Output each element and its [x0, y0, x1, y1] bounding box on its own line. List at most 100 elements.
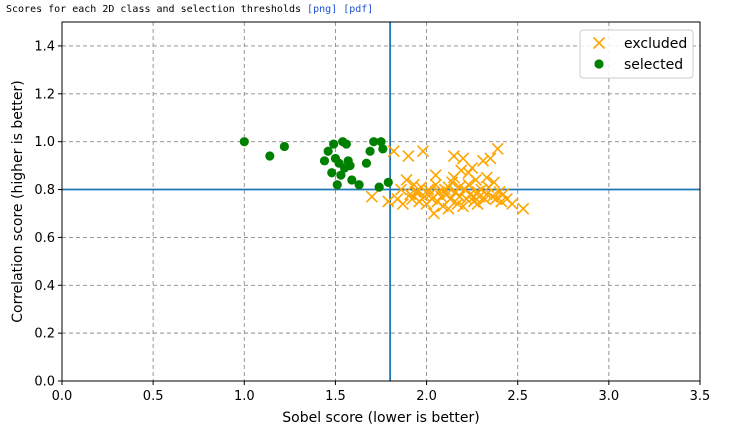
- marker-stroke: [471, 197, 484, 210]
- legend-label-excluded: excluded: [624, 36, 687, 52]
- excluded-point: [462, 166, 475, 179]
- marker-stroke: [493, 185, 506, 198]
- y-tick-label: 0.2: [34, 327, 55, 342]
- marker-stroke: [427, 207, 440, 220]
- excluded-point: [467, 190, 481, 203]
- excluded-point: [486, 190, 499, 203]
- marker-stroke: [456, 200, 470, 213]
- selected-point: [378, 144, 388, 154]
- selected-point: [369, 137, 379, 147]
- selected-point: [239, 137, 249, 147]
- selected-point: [329, 139, 339, 149]
- x-tick-label: 1.0: [234, 389, 255, 404]
- x-axis-title: Sobel score (lower is better): [282, 410, 480, 426]
- excluded-point: [382, 195, 395, 208]
- excluded-point: [447, 149, 460, 163]
- excluded-point: [453, 181, 466, 194]
- excluded-point: [365, 190, 378, 203]
- png-link[interactable]: [png]: [307, 4, 338, 15]
- selected-point: [279, 141, 289, 152]
- marker-stroke: [506, 197, 519, 210]
- excluded-point: [405, 193, 419, 206]
- marker-stroke: [365, 190, 378, 203]
- marker-stroke: [484, 152, 497, 165]
- selected-point: [265, 151, 275, 161]
- marker-stroke: [491, 142, 504, 155]
- y-tick-label: 0.6: [34, 231, 55, 246]
- marker-stroke: [497, 188, 510, 201]
- y-tick-label: 0.4: [34, 279, 55, 294]
- marker-stroke: [416, 145, 429, 158]
- selected-point: [374, 182, 384, 192]
- axis-ticks: 0.0 0.5 1.0 1.5 2.0 2.5 3.0 3.5 0.0 0.2 0.4 0.6 0.8 1…: [34, 39, 710, 404]
- excluded-point: [471, 197, 484, 210]
- marker-stroke: [444, 193, 457, 206]
- excluded-point: [517, 202, 530, 215]
- marker-stroke: [592, 36, 606, 50]
- excluded-point: [456, 152, 470, 165]
- marker-stroke: [462, 166, 475, 179]
- excluded-point: [480, 171, 493, 184]
- x-tick-label: 3.0: [599, 389, 620, 404]
- y-tick-label: 0.0: [34, 375, 55, 390]
- marker-stroke: [422, 183, 435, 196]
- x-tick-label: 3.5: [690, 389, 711, 404]
- marker-stroke: [486, 190, 499, 203]
- x-tick-label: 0.5: [143, 389, 164, 404]
- selected-point: [323, 146, 333, 156]
- selected-point: [354, 180, 364, 190]
- x-tick-label: 0.0: [52, 389, 73, 404]
- marker-stroke: [464, 188, 477, 201]
- marker-stroke: [487, 176, 501, 189]
- y-tick-label: 1.0: [34, 135, 55, 150]
- excluded-point: [407, 178, 420, 191]
- marker-stroke: [447, 149, 460, 163]
- marker-stroke: [402, 149, 415, 163]
- marker-stroke: [400, 173, 413, 187]
- marker-stroke: [469, 173, 482, 187]
- selected-point: [376, 137, 386, 147]
- selected-point: [341, 139, 351, 149]
- data-points: [239, 137, 530, 220]
- excluded-point: [456, 200, 470, 213]
- excluded-point: [394, 183, 408, 196]
- marker-stroke: [442, 202, 455, 215]
- y-tick-label: 1.2: [34, 87, 55, 102]
- excluded-point: [429, 178, 442, 191]
- marker-stroke: [462, 178, 475, 191]
- x-tick-label: 2.0: [416, 389, 437, 404]
- selected-point: [319, 156, 330, 166]
- marker-stroke: [453, 181, 466, 194]
- selected-point: [383, 177, 393, 187]
- excluded-point: [506, 197, 519, 210]
- x-tick-label: 1.5: [325, 389, 346, 404]
- marker-stroke: [429, 178, 442, 191]
- plot-frame: [61, 21, 701, 382]
- selected-point: [347, 175, 357, 185]
- selected-point: [361, 158, 372, 168]
- marker-stroke: [429, 169, 442, 182]
- marker-stroke: [480, 188, 493, 201]
- excluded-point: [416, 145, 429, 158]
- marker-stroke: [453, 190, 466, 203]
- marker-stroke: [382, 195, 395, 208]
- marker-stroke: [405, 193, 419, 206]
- selected-point: [365, 146, 375, 156]
- excluded-point: [484, 152, 497, 165]
- excluded-point: [402, 149, 415, 163]
- marker-stroke: [467, 190, 481, 203]
- marker-stroke: [477, 154, 490, 167]
- excluded-point: [396, 197, 409, 210]
- marker-stroke: [394, 183, 408, 196]
- marker-stroke: [440, 188, 453, 201]
- figure-caption: Scores for each 2D class and selection t…: [6, 4, 373, 15]
- excluded-point: [442, 202, 455, 215]
- legend-marker-excluded: [592, 36, 606, 50]
- y-tick-label: 1.4: [34, 39, 55, 54]
- excluded-point: [453, 190, 466, 203]
- pdf-link[interactable]: [pdf]: [343, 4, 374, 15]
- marker-stroke: [387, 145, 400, 158]
- legend: excluded selected: [579, 29, 694, 79]
- excluded-point: [387, 145, 400, 158]
